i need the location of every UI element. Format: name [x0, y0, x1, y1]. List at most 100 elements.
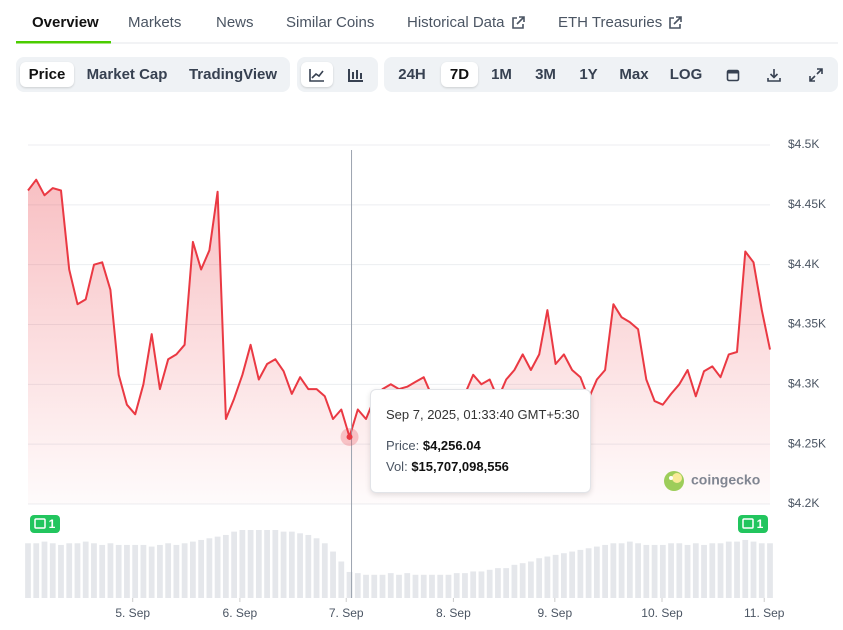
volume-bar	[379, 574, 386, 598]
volume-bar	[478, 571, 485, 598]
line-style-button[interactable]	[301, 62, 333, 87]
y-tick-label: $4.3K	[788, 377, 819, 391]
volume-bar	[470, 571, 477, 598]
mode-button[interactable]: Price	[20, 62, 74, 87]
tab[interactable]: Overview	[32, 14, 99, 31]
x-tick-label: 9. Sep	[537, 606, 572, 620]
volume-bar	[569, 551, 576, 598]
volume-bar	[561, 553, 567, 598]
y-tick-label: $4.2K	[788, 496, 819, 510]
x-tick-label: 10. Sep	[641, 606, 683, 620]
range-button[interactable]: Max	[619, 66, 649, 83]
calendar-button[interactable]	[720, 62, 746, 87]
volume-bar	[593, 546, 600, 598]
volume-bar	[486, 569, 493, 598]
volume-bar	[626, 541, 633, 598]
tab[interactable]: ETH Treasuries	[558, 14, 683, 31]
volume-bar	[742, 539, 749, 598]
range-button[interactable]: 3M	[535, 66, 556, 83]
mode-button[interactable]: Market Cap	[86, 66, 168, 83]
y-tick-label: $4.35K	[788, 317, 826, 331]
tooltip-label: Price:	[386, 438, 420, 453]
watermark-text: coingecko	[691, 472, 760, 488]
volume-bar	[462, 573, 468, 598]
fullscreen-button[interactable]	[803, 62, 829, 87]
volume-bar	[767, 543, 773, 598]
volume-bar	[107, 543, 114, 598]
volume-bar	[701, 544, 707, 598]
volume-bar	[305, 534, 312, 598]
mode-button[interactable]: TradingView	[188, 66, 278, 83]
x-tick-label: 5. Sep	[115, 606, 150, 620]
tooltip-label: Vol:	[386, 459, 408, 474]
volume-bar	[503, 568, 510, 598]
volume-bar	[272, 530, 279, 598]
badge: 1	[738, 515, 768, 533]
x-tick-label: 11. Sep	[744, 606, 785, 620]
volume-bar	[610, 543, 617, 598]
tab[interactable]: Markets	[128, 14, 182, 31]
volume-bar	[725, 541, 732, 598]
volume-bar	[132, 544, 139, 598]
volume-bar	[99, 544, 106, 598]
volume-bar	[288, 531, 295, 598]
volume-bar	[404, 573, 411, 598]
y-tick-label: $4.45K	[788, 197, 826, 211]
badge-count[interactable]: 1	[757, 517, 764, 531]
volume-bar	[684, 544, 691, 598]
volume-bar	[643, 544, 650, 598]
volume-bar	[25, 543, 31, 598]
volume-bar	[264, 530, 270, 598]
volume-bar	[420, 574, 427, 598]
badge-count[interactable]: 1	[49, 517, 56, 531]
x-tick-label: 8. Sep	[436, 606, 471, 620]
volume-bar	[692, 543, 699, 598]
y-tick-label: $4.4K	[788, 257, 819, 271]
tab-label: ETH Treasuries	[558, 14, 663, 31]
volume-bar	[453, 573, 460, 598]
volume-bar	[82, 541, 89, 598]
volume-bar	[618, 543, 625, 598]
watermark: coingecko	[664, 471, 760, 491]
badge: 1	[30, 515, 60, 533]
volume-bar	[371, 574, 378, 598]
volume-bar	[214, 536, 221, 598]
range-button[interactable]: 1M	[491, 66, 512, 83]
range-button[interactable]: LOG	[669, 66, 703, 83]
tab[interactable]: Historical Data	[407, 14, 525, 31]
volume-bar	[528, 561, 534, 598]
volume-bar	[280, 531, 287, 598]
y-tick-label: $4.25K	[788, 436, 826, 450]
tab[interactable]: News	[216, 14, 254, 31]
download-button[interactable]	[761, 62, 787, 87]
plot: $4.2K $4.25K $4.3K $4.35K $4.4K $4.45K $4.5K 5.…	[25, 137, 826, 620]
volume-bar	[66, 543, 73, 598]
volume-bar	[124, 544, 130, 598]
volume-bar	[659, 544, 666, 598]
volume-bar	[536, 558, 543, 598]
y-tick-label: $4.5K	[788, 137, 819, 151]
tab[interactable]: Similar Coins	[286, 14, 375, 31]
tooltip-price: $4,256.04	[422, 438, 481, 453]
volume-bar	[585, 548, 592, 598]
volume-bar	[437, 574, 444, 598]
volume-bar	[49, 543, 56, 598]
volume-bar	[651, 544, 658, 598]
volume-bar	[33, 543, 40, 598]
range-button[interactable]: 1Y	[579, 66, 598, 83]
volume-bar	[157, 544, 163, 598]
candle-style-button[interactable]	[340, 62, 372, 87]
range-button[interactable]: 7D	[441, 62, 478, 87]
volume-bar	[74, 543, 81, 598]
volume-bar	[519, 563, 526, 598]
range-button[interactable]: 24H	[398, 66, 426, 83]
volume-bar	[495, 568, 501, 598]
volume-bar	[758, 543, 765, 598]
volume-bar	[717, 543, 724, 598]
volume-bar	[668, 543, 674, 598]
volume-bar	[222, 534, 229, 598]
volume-bar	[346, 571, 353, 598]
volume-bar	[321, 543, 328, 598]
